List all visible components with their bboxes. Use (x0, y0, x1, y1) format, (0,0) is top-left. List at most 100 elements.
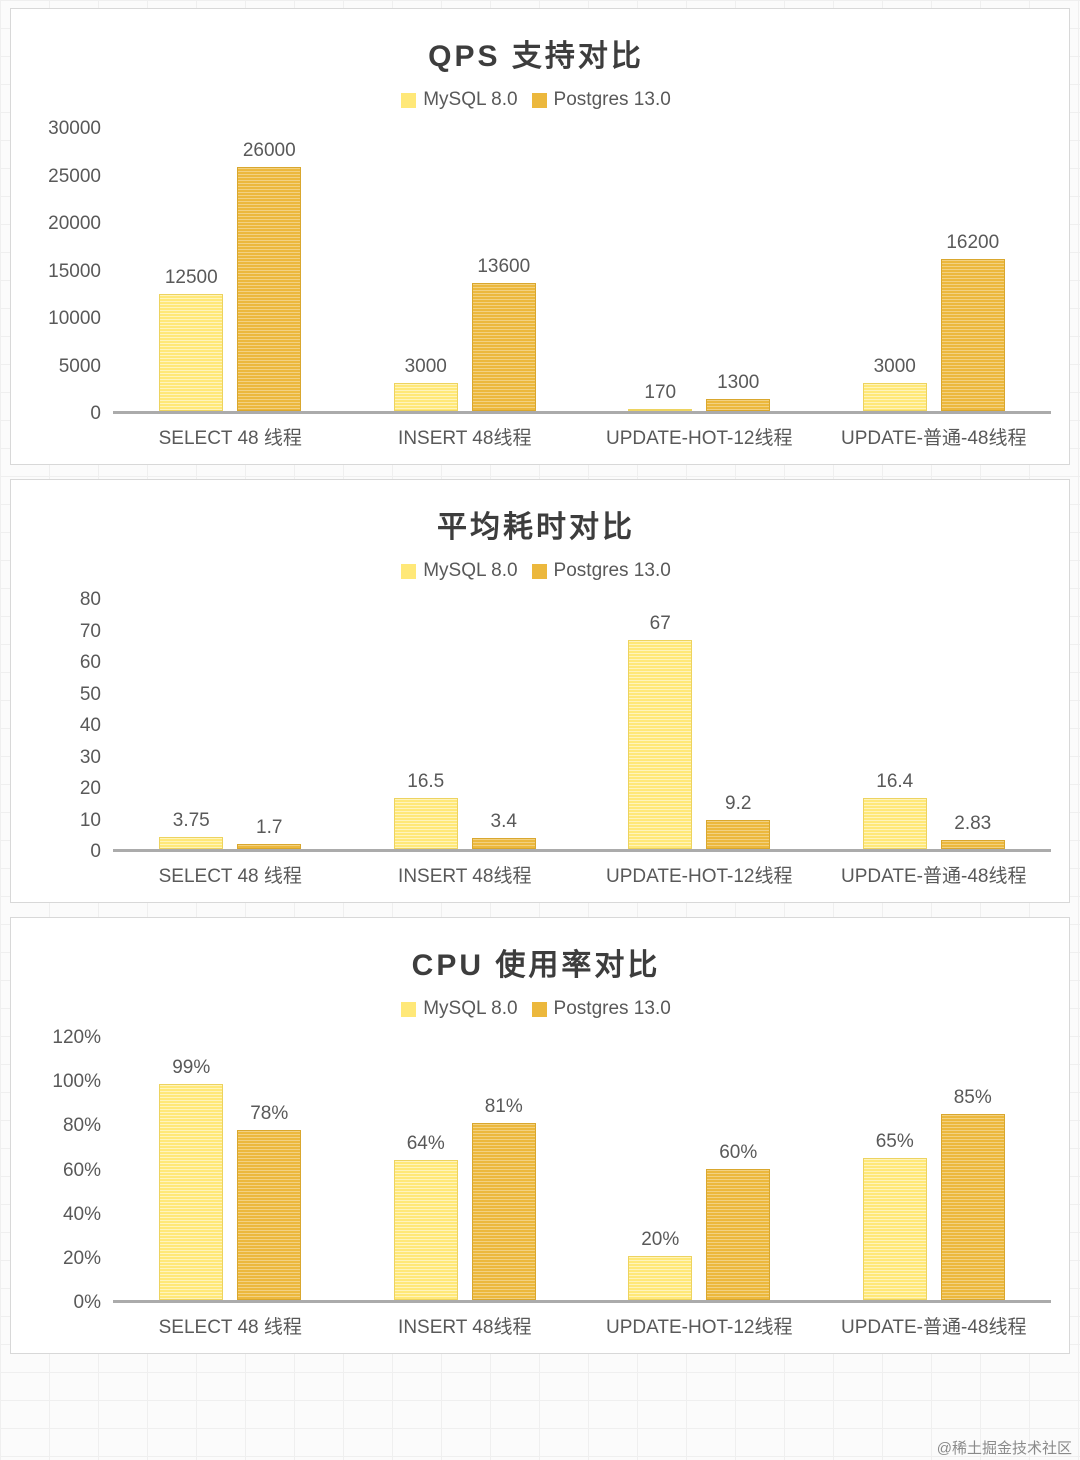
bar-postgres (706, 1169, 771, 1300)
legend-swatch-postgres (531, 1001, 547, 1017)
bar-mysql (862, 1158, 927, 1300)
bar-mysql (159, 837, 224, 849)
bar-value-label: 81% (484, 1096, 523, 1118)
bar-value-label: 170 (644, 382, 677, 403)
bar-with-label: 16200 (940, 129, 1005, 411)
chart-legend: MySQL 8.0 Postgres 13.0 (21, 89, 1051, 111)
bar-value-label: 60% (719, 1142, 758, 1163)
legend-item-mysql: MySQL 8.0 (401, 560, 518, 582)
bar-postgres (940, 1114, 1005, 1300)
bar-with-label: 3.4 (471, 600, 536, 849)
bar-mysql (628, 640, 693, 849)
legend-label-mysql: MySQL 8.0 (423, 560, 518, 581)
chart-legend: MySQL 8.0 Postgres 13.0 (21, 998, 1051, 1020)
y-tick-label: 80% (62, 1115, 101, 1137)
legend-label-postgres: Postgres 13.0 (553, 89, 671, 110)
bar-with-label: 16.4 (862, 600, 927, 849)
bar-value-label: 16200 (946, 231, 1000, 253)
y-tick-label: 40% (62, 1203, 101, 1225)
bar-value-label: 9.2 (725, 793, 752, 815)
bar-mysql (393, 382, 458, 411)
bar-with-label: 26000 (237, 129, 302, 411)
legend-swatch-mysql (401, 563, 417, 579)
y-tick-label: 5000 (58, 355, 101, 377)
bar-postgres (237, 166, 302, 411)
chart-title: QPS 支持对比 (428, 40, 644, 73)
legend-item-postgres: Postgres 13.0 (531, 560, 671, 582)
chart-panel-latency: 平均耗时对比 MySQL 8.0 Postgres 13.0 0 10 20 30 40… (10, 479, 1070, 903)
legend-label-postgres: Postgres 13.0 (553, 560, 671, 581)
category-label: UPDATE-HOT-12线程 (605, 428, 793, 449)
bar-group: 99% 78% (113, 1038, 348, 1300)
bar-value-label: 1.7 (256, 816, 283, 838)
plot-canvas: 99% 78% 64% 81% 20% 60% 65% 85% (113, 1038, 1051, 1303)
y-tick-label: 20000 (48, 213, 101, 234)
bar-with-label: 64% (393, 1038, 458, 1300)
bar-with-label: 60% (706, 1038, 771, 1300)
y-tick-label: 70 (79, 620, 101, 642)
bar-with-label: 1.7 (237, 600, 302, 849)
y-tick-label: 20 (79, 778, 101, 799)
chart-panel-cpu: CPU 使用率对比 MySQL 8.0 Postgres 13.0 0% 20% 4… (10, 917, 1070, 1354)
legend-label-mysql: MySQL 8.0 (423, 998, 518, 1019)
bar-value-label: 3.4 (490, 811, 517, 833)
bar-with-label: 20% (628, 1038, 693, 1300)
y-tick-label: 60 (79, 652, 101, 673)
legend-swatch-mysql (401, 92, 417, 108)
bar-group: 16.4 2.83 (817, 600, 1052, 849)
bar-mysql (393, 1160, 458, 1300)
bar-with-label: 9.2 (706, 600, 771, 849)
y-tick-label: 100% (52, 1071, 101, 1093)
legend-item-postgres: Postgres 13.0 (531, 89, 671, 111)
category-label: UPDATE-HOT-12线程 (605, 866, 793, 887)
y-tick-label: 15000 (48, 260, 101, 282)
category-label: INSERT 48线程 (398, 428, 532, 449)
bar-group: 12500 26000 (113, 129, 348, 411)
y-tick-label: 50 (79, 683, 101, 705)
y-tick-label: 10 (79, 809, 101, 831)
y-tick-label: 40 (79, 715, 101, 736)
bar-value-label: 3000 (873, 355, 916, 377)
bar-value-label: 65% (875, 1131, 914, 1153)
bar-postgres (940, 840, 1005, 849)
bar-group: 3.75 1.7 (113, 600, 348, 849)
bar-group: 170 1300 (582, 129, 817, 411)
legend-item-postgres: Postgres 13.0 (531, 998, 671, 1020)
bar-value-label: 3000 (404, 355, 447, 377)
plot-area: 0% 20% 40% 60% 80% 100% 120% 99% 78% 64% 81% 20% 60… (21, 1027, 1051, 1313)
bar-with-label: 85% (940, 1038, 1005, 1300)
y-tick-label: 20% (62, 1247, 101, 1269)
category-label: UPDATE-普通-48线程 (841, 1317, 1027, 1338)
y-axis: 0 10 20 30 40 50 60 70 80 (21, 589, 113, 862)
legend-swatch-mysql (401, 1001, 417, 1017)
bar-value-label: 16.4 (876, 770, 914, 792)
bar-postgres (237, 1129, 302, 1300)
bar-value-label: 99% (172, 1056, 211, 1078)
bar-with-label: 78% (237, 1038, 302, 1300)
y-tick-label: 0 (90, 841, 101, 862)
bar-with-label: 16.5 (393, 600, 458, 849)
bar-group: 64% 81% (348, 1038, 583, 1300)
bar-value-label: 16.5 (407, 770, 445, 792)
bar-value-label: 1300 (717, 371, 760, 393)
category-label: UPDATE-HOT-12线程 (605, 1317, 793, 1338)
category-label: SELECT 48 线程 (158, 866, 302, 887)
bar-with-label: 67 (628, 600, 693, 849)
bar-mysql (159, 293, 224, 411)
y-axis: 0 5000 10000 15000 20000 25000 30000 (21, 118, 113, 424)
bar-mysql (862, 382, 927, 411)
category-label: UPDATE-普通-48线程 (841, 866, 1027, 887)
bar-postgres (706, 820, 771, 849)
bar-group: 20% 60% (582, 1038, 817, 1300)
y-axis: 0% 20% 40% 60% 80% 100% 120% (21, 1027, 113, 1313)
plot-canvas: 12500 26000 3000 13600 170 1300 3000 16200 (113, 129, 1051, 414)
bar-value-label: 26000 (242, 139, 296, 161)
bar-postgres (471, 1123, 536, 1300)
plot-area: 0 10 20 30 40 50 60 70 80 3.75 1.7 16.5 3.4 67 9.2 16.… (21, 589, 1052, 862)
bar-value-label: 85% (953, 1087, 992, 1109)
bar-with-label: 13600 (471, 129, 536, 411)
bar-value-label: 12500 (164, 266, 218, 288)
bar-with-label: 65% (862, 1038, 927, 1300)
bar-postgres (471, 283, 536, 411)
category-label: INSERT 48线程 (398, 866, 532, 887)
